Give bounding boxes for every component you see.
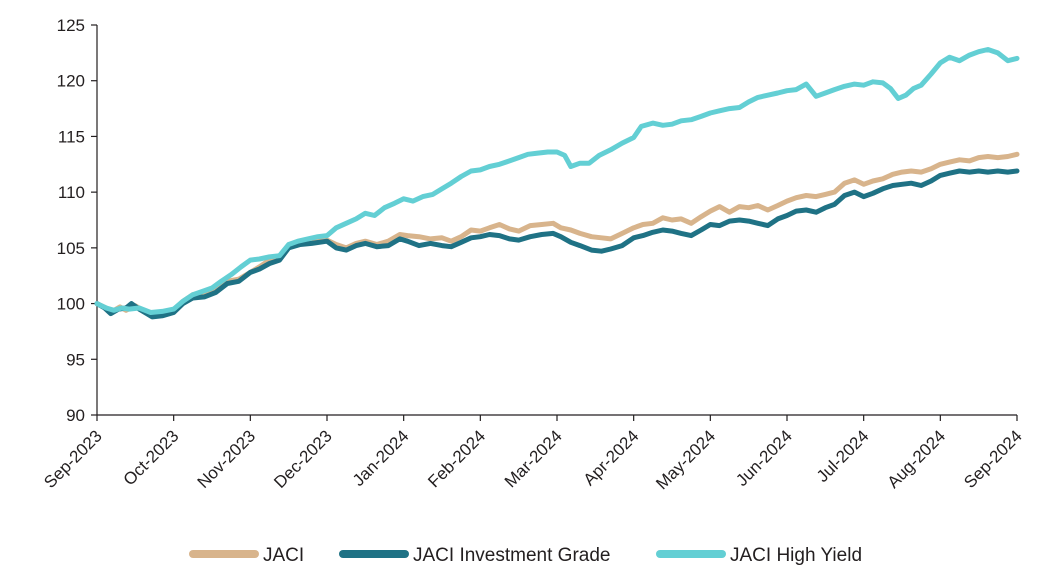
x-tick-label: Dec-2023 <box>270 426 336 492</box>
x-tick-label: Oct-2023 <box>120 426 183 489</box>
y-axis: 90 95 100 105 110 115 120 125 <box>57 16 98 425</box>
y-tick-label: 105 <box>57 239 85 258</box>
x-tick-label: Jun-2024 <box>732 426 796 490</box>
x-tick-label: Feb-2024 <box>424 426 489 491</box>
y-tick-label: 120 <box>57 72 85 91</box>
series-line-1 <box>94 168 1020 320</box>
y-tick-label: 115 <box>58 127 85 146</box>
legend-label-0: JACI <box>263 545 304 566</box>
y-tick-label: 110 <box>58 183 85 202</box>
legend-label-2: JACI High Yield <box>730 545 862 566</box>
x-tick-label: Nov-2023 <box>194 426 260 492</box>
series-line-2 <box>94 47 1020 315</box>
x-tick-label: Sep-2023 <box>40 426 106 492</box>
y-tick-label: 100 <box>57 295 85 314</box>
x-tick-label: Jan-2024 <box>349 426 413 490</box>
y-tick-label: 90 <box>66 406 85 425</box>
y-tick-label: 95 <box>66 350 85 369</box>
x-tick-label: Sep-2024 <box>960 426 1026 492</box>
legend-label-1: JACI Investment Grade <box>413 545 610 566</box>
x-tick-label: Aug-2024 <box>884 426 950 492</box>
x-tick-label: May-2024 <box>652 426 719 493</box>
x-tick-label: Jul-2024 <box>813 426 873 486</box>
y-tick-label: 125 <box>57 16 85 35</box>
legend: JACI JACI Investment Grade JACI High Yield <box>189 545 862 566</box>
series-layer <box>94 47 1020 320</box>
x-tick-label: Mar-2024 <box>501 426 566 491</box>
x-axis: Sep-2023 Oct-2023 Nov-2023 Dec-2023 Jan-2024… <box>40 414 1026 493</box>
x-tick-label: Apr-2024 <box>580 426 643 489</box>
